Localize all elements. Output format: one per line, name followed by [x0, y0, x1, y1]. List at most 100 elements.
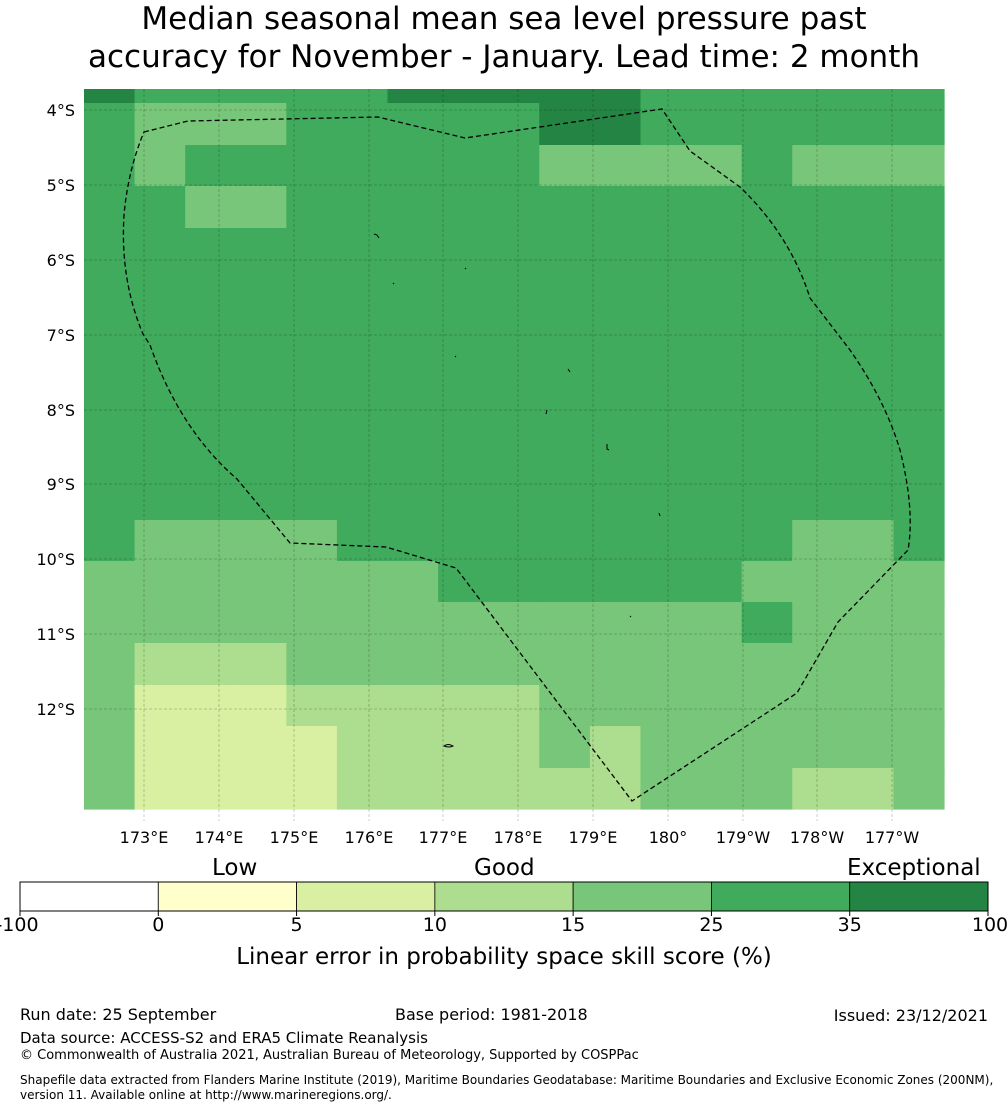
grid-cell: [438, 186, 490, 229]
colorbar-tick-label: 25: [699, 914, 724, 936]
colorbar-outline: [19, 881, 989, 912]
colorbar-category-good: Good: [474, 855, 535, 881]
grid-cell: [286, 685, 338, 727]
grid-cell: [792, 643, 844, 686]
longitude-label: 177°W: [865, 828, 920, 847]
grid-cell: [741, 602, 793, 644]
grid-cell: [134, 726, 186, 769]
colorbar-segment: [572, 881, 712, 912]
grid-cell: [842, 395, 895, 438]
colorbar-segment: [19, 881, 159, 912]
grid-cell: [235, 437, 287, 479]
grid-cell: [387, 768, 439, 810]
grid-cell: [589, 311, 642, 354]
shapefile-credit-line-2: version 11. Available online at http://w…: [20, 1088, 392, 1102]
grid-cell: [842, 520, 895, 562]
grid-cell: [589, 768, 642, 810]
grid-cell: [134, 520, 186, 562]
grid-cell: [286, 561, 338, 603]
grid-cell: [741, 478, 793, 521]
grid-cell: [387, 270, 439, 312]
grid-cell: [286, 437, 338, 479]
eez-boundary: [122, 108, 911, 802]
grid-cell: [235, 186, 287, 229]
grid-cell: [185, 726, 237, 769]
grid-cell: [792, 311, 844, 354]
grid-cell: [286, 602, 338, 644]
longitude-label: 178°E: [494, 828, 543, 847]
grid-cell: [84, 395, 136, 438]
longitude-label: 180°: [649, 828, 688, 847]
grid-cell: [185, 478, 237, 521]
grid-cell: [438, 685, 490, 727]
grid-cell: [589, 602, 642, 644]
grid-cell: [539, 270, 591, 312]
grid-cell: [387, 478, 439, 521]
grid-cell: [640, 103, 692, 146]
grid-cell: [387, 186, 439, 229]
grid-cell: [84, 478, 136, 521]
grid-cell: [589, 145, 642, 187]
grid-cell: [539, 103, 591, 146]
colorbar-category-exceptional: Exceptional: [847, 855, 981, 881]
grid-cell: [792, 353, 844, 396]
grid-cell: [336, 395, 389, 438]
island: [373, 233, 380, 239]
grid-cell: [185, 643, 237, 686]
grid-cell: [336, 561, 389, 603]
grid-cell: [741, 311, 793, 354]
grid-cell: [691, 311, 743, 354]
grid-cell: [438, 726, 490, 769]
grid-cell: [185, 353, 237, 396]
grid-cell: [691, 726, 743, 769]
colorbar-label: Linear error in probability space skill …: [236, 944, 772, 970]
grid-cell: [387, 726, 439, 769]
grid-cell: [893, 353, 945, 396]
grid-cell: [691, 685, 743, 727]
grid-cell: [741, 395, 793, 438]
grid-cell: [741, 437, 793, 479]
grid-cell: [235, 520, 287, 562]
grid-cell: [691, 270, 743, 312]
grid-cell: [488, 270, 540, 312]
grid-cell: [792, 145, 844, 187]
grid-cell: [185, 145, 237, 187]
grid-cell: [691, 768, 743, 810]
grid-cell: [842, 228, 895, 271]
grid-cell: [640, 726, 692, 769]
grid-cell: [741, 89, 793, 104]
grid-cell: [488, 643, 540, 686]
grid-cell: [842, 768, 895, 810]
grid-cell: [84, 520, 136, 562]
grid-cell: [134, 643, 186, 686]
grid-cell: [842, 437, 895, 479]
longitude-label: 173°E: [120, 828, 169, 847]
grid-cell: [792, 602, 844, 644]
grid-cell: [438, 270, 490, 312]
grid-cell: [488, 478, 540, 521]
grid-cell: [84, 311, 136, 354]
island: [567, 368, 571, 373]
grid-cell: [336, 602, 389, 644]
islands: [373, 233, 661, 748]
latitude-label: 11°S: [36, 625, 75, 644]
map-title-line-1: Median seasonal mean sea level pressure …: [141, 1, 867, 37]
grid-cell: [185, 311, 237, 354]
grid-cell: [691, 478, 743, 521]
grid-cell: [134, 353, 186, 396]
grid-cell: [691, 520, 743, 562]
latitude-label: 10°S: [36, 550, 75, 569]
grid-cell: [741, 685, 793, 727]
grid-cell: [589, 89, 642, 104]
grid-cell: [589, 270, 642, 312]
grid-cell: [741, 768, 793, 810]
grid-cell: [438, 228, 490, 271]
grid-cell: [134, 602, 186, 644]
grid-cell: [438, 437, 490, 479]
grid-cell: [185, 602, 237, 644]
grid-cell: [488, 602, 540, 644]
grid-cell: [488, 145, 540, 187]
island: [392, 282, 395, 285]
grid-cell: [741, 186, 793, 229]
